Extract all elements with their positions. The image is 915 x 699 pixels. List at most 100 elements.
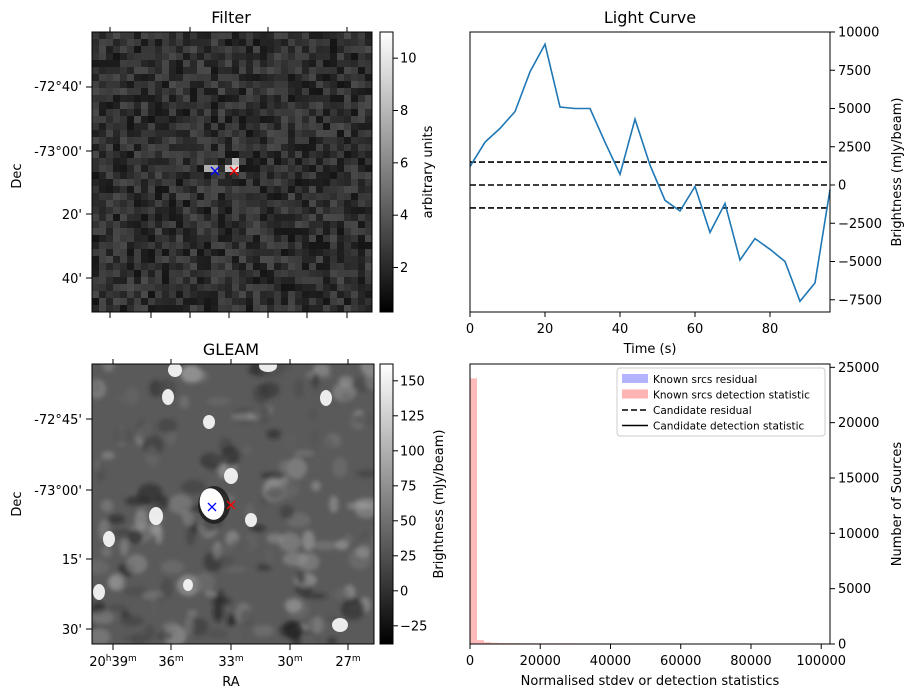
filter-pixel xyxy=(253,256,261,264)
filter-pixel xyxy=(302,284,310,292)
filter-pixel xyxy=(141,158,149,166)
filter-pixel xyxy=(225,270,233,278)
filter-ylabel: Dec xyxy=(10,163,25,188)
filter-pixel xyxy=(309,53,317,61)
filter-pixel xyxy=(295,172,303,180)
filter-pixel xyxy=(323,277,331,285)
filter-pixel xyxy=(141,179,149,187)
filter-pixel xyxy=(141,53,149,61)
filter-pixel xyxy=(204,60,212,68)
filter-pixel xyxy=(141,193,149,201)
filter-pixel xyxy=(204,88,212,96)
filter-pixel xyxy=(134,221,142,229)
filter-pixel xyxy=(169,109,177,117)
filter-pixel xyxy=(295,256,303,264)
filter-pixel xyxy=(169,284,177,292)
filter-pixel xyxy=(162,214,170,222)
filter-pixel xyxy=(309,249,317,257)
filter-pixel xyxy=(190,172,198,180)
gleam-noise-blob xyxy=(156,632,173,641)
filter-pixel xyxy=(365,207,373,215)
filter-pixel xyxy=(197,186,205,194)
gleam-colorbar-tick-label: 50 xyxy=(400,514,417,529)
filter-pixel xyxy=(190,256,198,264)
filter-pixel xyxy=(344,200,352,208)
filter-pixel xyxy=(106,109,114,117)
filter-pixel xyxy=(288,228,296,236)
filter-pixel xyxy=(155,158,163,166)
filter-pixel xyxy=(127,158,135,166)
filter-pixel xyxy=(148,305,156,313)
filter-pixel xyxy=(127,207,135,215)
filter-pixel xyxy=(337,179,345,187)
filter-pixel xyxy=(99,263,107,271)
filter-pixel xyxy=(120,172,128,180)
filter-pixel xyxy=(316,214,324,222)
filter-pixel xyxy=(323,284,331,292)
filter-pixel xyxy=(183,249,191,257)
filter-pixel xyxy=(274,172,282,180)
filter-pixel xyxy=(204,242,212,250)
filter-pixel xyxy=(344,263,352,271)
filter-pixel xyxy=(337,270,345,278)
filter-pixel xyxy=(260,109,268,117)
filter-pixel xyxy=(344,74,352,82)
filter-pixel xyxy=(183,151,191,159)
filter-pixel xyxy=(204,284,212,292)
filter-pixel xyxy=(169,102,177,110)
filter-pixel xyxy=(113,144,121,152)
filter-pixel xyxy=(141,256,149,264)
filter-pixel xyxy=(204,200,212,208)
filter-pixel xyxy=(169,235,177,243)
filter-pixel xyxy=(281,298,289,306)
filter-pixel xyxy=(176,242,184,250)
filter-pixel xyxy=(267,235,275,243)
filter-pixel xyxy=(113,165,121,173)
filter-pixel xyxy=(169,60,177,68)
filter-pixel xyxy=(106,151,114,159)
filter-pixel xyxy=(120,116,128,124)
filter-pixel xyxy=(106,67,114,75)
filter-pixel xyxy=(246,81,254,89)
filter-pixel xyxy=(309,186,317,194)
filter-pixel xyxy=(141,291,149,299)
filter-pixel xyxy=(253,221,261,229)
filter-pixel xyxy=(211,305,219,313)
filter-pixel xyxy=(337,151,345,159)
filter-pixel xyxy=(204,172,212,180)
filter-pixel xyxy=(302,221,310,229)
gleam-noise-blob xyxy=(249,525,266,532)
filter-pixel xyxy=(344,81,352,89)
filter-pixel xyxy=(99,270,107,278)
filter-pixel xyxy=(323,158,331,166)
filter-pixel xyxy=(309,284,317,292)
gleam-noise-blob xyxy=(231,412,257,421)
filter-pixel xyxy=(204,186,212,194)
filter-pixel xyxy=(148,46,156,54)
filter-pixel xyxy=(204,158,212,166)
filter-pixel xyxy=(274,116,282,124)
filter-pixel xyxy=(204,256,212,264)
filter-pixel xyxy=(358,109,366,117)
filter-pixel xyxy=(274,32,282,40)
filter-pixel xyxy=(190,193,198,201)
filter-pixel xyxy=(169,88,177,96)
filter-pixel xyxy=(358,214,366,222)
filter-pixel xyxy=(211,109,219,117)
filter-pixel xyxy=(204,221,212,229)
filter-pixel xyxy=(295,130,303,138)
filter-pixel xyxy=(267,130,275,138)
filter-pixel xyxy=(183,130,191,138)
filter-pixel xyxy=(120,207,128,215)
filter-pixel xyxy=(323,102,331,110)
gleam-noise-blob xyxy=(145,445,158,466)
filter-pixel xyxy=(106,298,114,306)
filter-pixel xyxy=(267,179,275,187)
filter-pixel xyxy=(239,207,247,215)
filter-pixel xyxy=(232,137,240,145)
filter-pixel xyxy=(204,32,212,40)
filter-pixel xyxy=(169,207,177,215)
filter-pixel xyxy=(239,67,247,75)
filter-pixel xyxy=(218,46,226,54)
filter-pixel xyxy=(344,88,352,96)
